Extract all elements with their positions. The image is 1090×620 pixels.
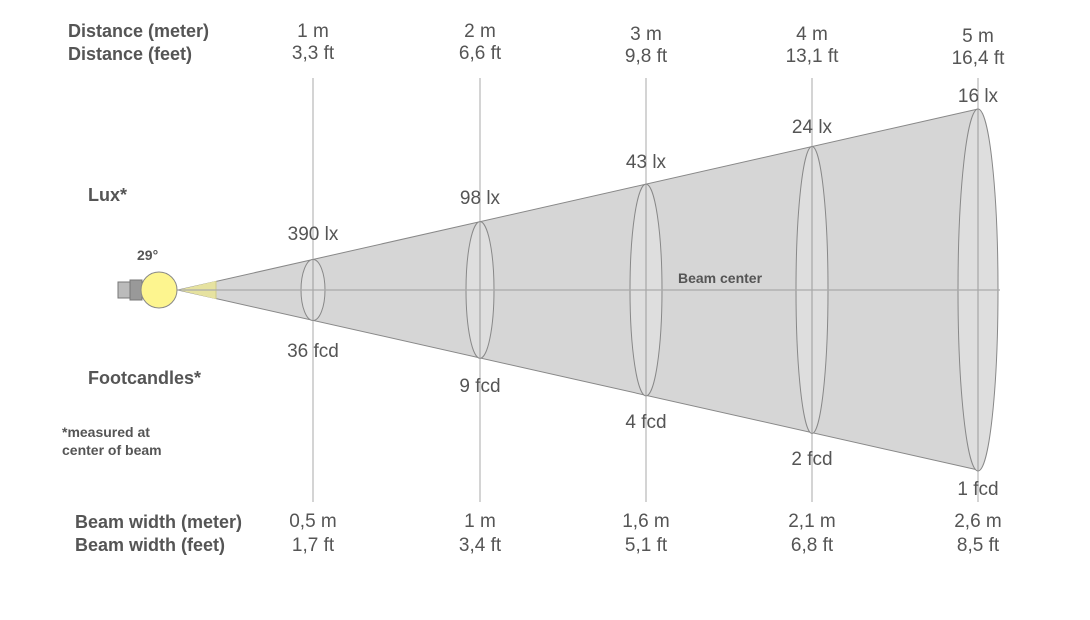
bulb-icon xyxy=(117,271,178,309)
distance-feet-value: 9,8 ft xyxy=(625,46,668,67)
lux-value: 98 lx xyxy=(460,188,501,209)
distance-meter-value: 5 m xyxy=(962,26,994,47)
fcd-value: 2 fcd xyxy=(791,449,832,470)
distance-feet-label: Distance (feet) xyxy=(68,44,192,64)
beam-width-feet-value: 6,8 ft xyxy=(791,535,834,556)
beam-width-meter-value: 1,6 m xyxy=(622,511,670,532)
beam-width-meter-value: 2,1 m xyxy=(788,511,836,532)
distance-meter-value: 2 m xyxy=(464,21,496,42)
beam-width-feet-value: 5,1 ft xyxy=(625,535,668,556)
distance-feet-value: 3,3 ft xyxy=(292,43,335,64)
beam-width-meter-label: Beam width (meter) xyxy=(75,512,242,532)
distance-feet-value: 13,1 ft xyxy=(786,46,840,67)
lux-value: 43 lx xyxy=(626,152,667,173)
beam-width-meter-value: 0,5 m xyxy=(289,511,337,532)
beam-width-feet-value: 8,5 ft xyxy=(957,535,1000,556)
footcandles-label: Footcandles* xyxy=(88,368,201,388)
distance-meter-value: 3 m xyxy=(630,24,662,45)
distance-feet-value: 6,6 ft xyxy=(459,43,502,64)
lux-value: 24 lx xyxy=(792,117,833,138)
distance-meter-value: 1 m xyxy=(297,21,329,42)
fcd-value: 9 fcd xyxy=(459,376,500,397)
beam-width-feet-label: Beam width (feet) xyxy=(75,535,225,555)
fcd-value: 1 fcd xyxy=(957,479,998,500)
distance-feet-value: 16,4 ft xyxy=(952,48,1006,69)
distance-meter-label: Distance (meter) xyxy=(68,21,209,41)
beam-width-feet-value: 1,7 ft xyxy=(292,535,335,556)
beam-width-meter-value: 2,6 m xyxy=(954,511,1002,532)
note-line1: *measured at xyxy=(62,424,150,440)
lux-label: Lux* xyxy=(88,185,127,205)
note-line2: center of beam xyxy=(62,442,162,458)
beam-angle: 29° xyxy=(137,247,158,263)
distance-meter-value: 4 m xyxy=(796,24,828,45)
lux-value: 390 lx xyxy=(288,224,339,245)
lux-value: 16 lx xyxy=(958,86,999,107)
beam-width-feet-value: 3,4 ft xyxy=(459,535,502,556)
beam-center-label: Beam center xyxy=(678,270,763,286)
fcd-value: 4 fcd xyxy=(625,412,666,433)
beam-width-meter-value: 1 m xyxy=(464,511,496,532)
fcd-value: 36 fcd xyxy=(287,341,339,362)
